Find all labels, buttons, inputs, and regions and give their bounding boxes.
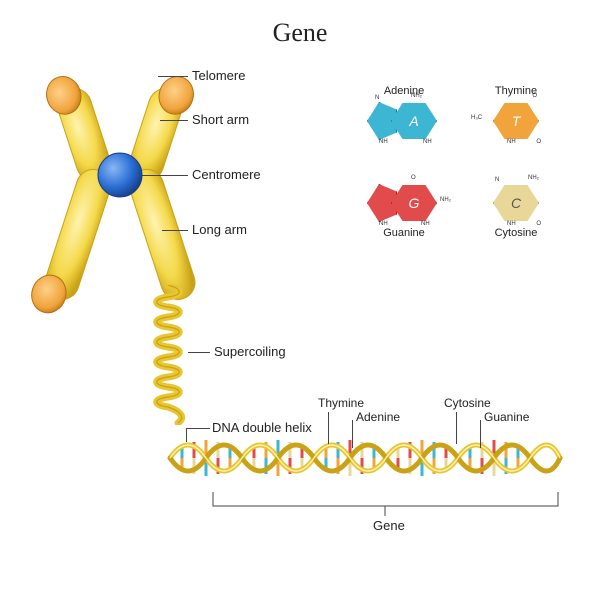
helix-cytosine-label: Cytosine: [444, 396, 491, 410]
long-arm-label: Long arm: [192, 222, 247, 237]
base-molecule-grid: Adenine A NH₂ NH NH N Thymine T O H₃C NH…: [360, 85, 560, 261]
base-adenine: Adenine A NH₂ NH NH N: [360, 85, 448, 165]
base-thymine: Thymine T O H₃C NH O: [472, 85, 560, 165]
page-title: Gene: [273, 18, 328, 48]
base-thymine-name: Thymine: [495, 85, 537, 97]
short-arm-label: Short arm: [192, 112, 249, 127]
base-guanine: G O NH NH NH₂ Guanine: [360, 181, 448, 261]
dna-helix-label: DNA double helix: [212, 420, 312, 435]
base-cytosine: C NH₂ NH O N Cytosine: [472, 181, 560, 261]
telomere-label: Telomere: [192, 68, 245, 83]
centromere-label: Centromere: [192, 167, 261, 182]
helix-guanine-label: Guanine: [484, 410, 529, 424]
helix-thymine-label: Thymine: [318, 396, 364, 410]
gene-bracket-label: Gene: [373, 518, 405, 533]
supercoil: [128, 285, 208, 425]
centromere: [98, 153, 142, 197]
base-cytosine-name: Cytosine: [495, 227, 538, 239]
helix-adenine-label: Adenine: [356, 410, 400, 424]
supercoiling-label: Supercoiling: [214, 344, 286, 359]
base-guanine-name: Guanine: [383, 227, 425, 239]
